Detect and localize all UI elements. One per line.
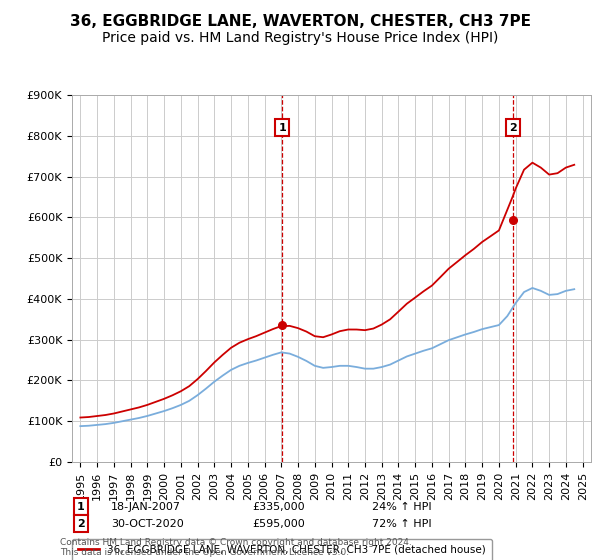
Text: £335,000: £335,000 [252,502,305,512]
Text: 24% ↑ HPI: 24% ↑ HPI [372,502,431,512]
Text: 36, EGGBRIDGE LANE, WAVERTON, CHESTER, CH3 7PE: 36, EGGBRIDGE LANE, WAVERTON, CHESTER, C… [70,14,530,29]
Text: 2: 2 [77,519,85,529]
Text: 18-JAN-2007: 18-JAN-2007 [111,502,181,512]
Text: 1: 1 [77,502,85,512]
Text: 72% ↑ HPI: 72% ↑ HPI [372,519,431,529]
Text: £595,000: £595,000 [252,519,305,529]
Text: Contains HM Land Registry data © Crown copyright and database right 2024.
This d: Contains HM Land Registry data © Crown c… [60,538,412,557]
Text: 30-OCT-2020: 30-OCT-2020 [111,519,184,529]
Text: 2: 2 [509,123,517,133]
Text: 1: 1 [278,123,286,133]
Text: Price paid vs. HM Land Registry's House Price Index (HPI): Price paid vs. HM Land Registry's House … [102,31,498,45]
Legend: 36, EGGBRIDGE LANE, WAVERTON, CHESTER, CH3 7PE (detached house), HPI: Average pr: 36, EGGBRIDGE LANE, WAVERTON, CHESTER, C… [72,539,493,560]
